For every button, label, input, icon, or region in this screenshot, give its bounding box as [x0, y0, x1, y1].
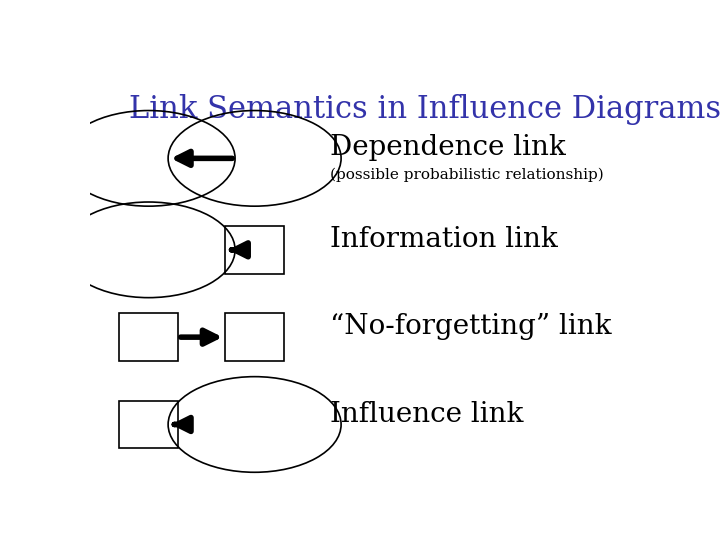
Text: Link Semantics in Influence Diagrams: Link Semantics in Influence Diagrams	[129, 94, 720, 125]
Text: Dependence link: Dependence link	[330, 134, 566, 161]
Text: Influence link: Influence link	[330, 401, 523, 428]
Text: “No-forgetting” link: “No-forgetting” link	[330, 313, 611, 340]
Bar	[120, 401, 178, 448]
Text: Information link: Information link	[330, 226, 558, 253]
Bar	[120, 313, 178, 361]
Bar	[225, 226, 284, 274]
Text: (possible probabilistic relationship): (possible probabilistic relationship)	[330, 168, 603, 182]
Bar	[225, 313, 284, 361]
